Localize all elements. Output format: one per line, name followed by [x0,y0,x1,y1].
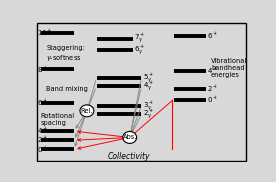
Text: 0$^+$: 0$^+$ [207,95,219,105]
Text: 2$^+$: 2$^+$ [207,84,219,94]
Text: 3$^+_\gamma$: 3$^+_\gamma$ [143,99,154,113]
Text: 0$^+$: 0$^+$ [37,144,48,155]
Text: Band mixing: Band mixing [46,86,88,92]
Text: Rotational
spacing: Rotational spacing [41,113,75,126]
Text: Rel.: Rel. [81,108,93,114]
Ellipse shape [123,132,137,143]
Text: Collectivity: Collectivity [107,152,150,161]
Text: 6$^+_\gamma$: 6$^+_\gamma$ [134,43,145,57]
Text: 5$^+_\gamma$: 5$^+_\gamma$ [143,71,154,85]
Text: 6$^+$: 6$^+$ [37,98,48,108]
Text: 4$^+$: 4$^+$ [37,126,48,136]
Text: Abs.: Abs. [123,134,137,141]
Text: 10$^+$: 10$^+$ [37,28,52,38]
Text: 2$^+_\gamma$: 2$^+_\gamma$ [143,108,154,121]
Text: 4$^+_\gamma$: 4$^+_\gamma$ [143,80,154,93]
Text: Vibrational
bandhead
energies: Vibrational bandhead energies [211,58,247,78]
Text: 7$^+_\gamma$: 7$^+_\gamma$ [134,32,145,46]
Text: 2$^+$: 2$^+$ [37,135,48,145]
Text: 6$^+$: 6$^+$ [207,31,219,41]
Text: Staggering:
$\gamma$-softness: Staggering: $\gamma$-softness [46,45,85,63]
Text: 8$^+$: 8$^+$ [37,64,48,75]
Text: 4$^+$: 4$^+$ [207,66,219,76]
Ellipse shape [80,105,94,117]
